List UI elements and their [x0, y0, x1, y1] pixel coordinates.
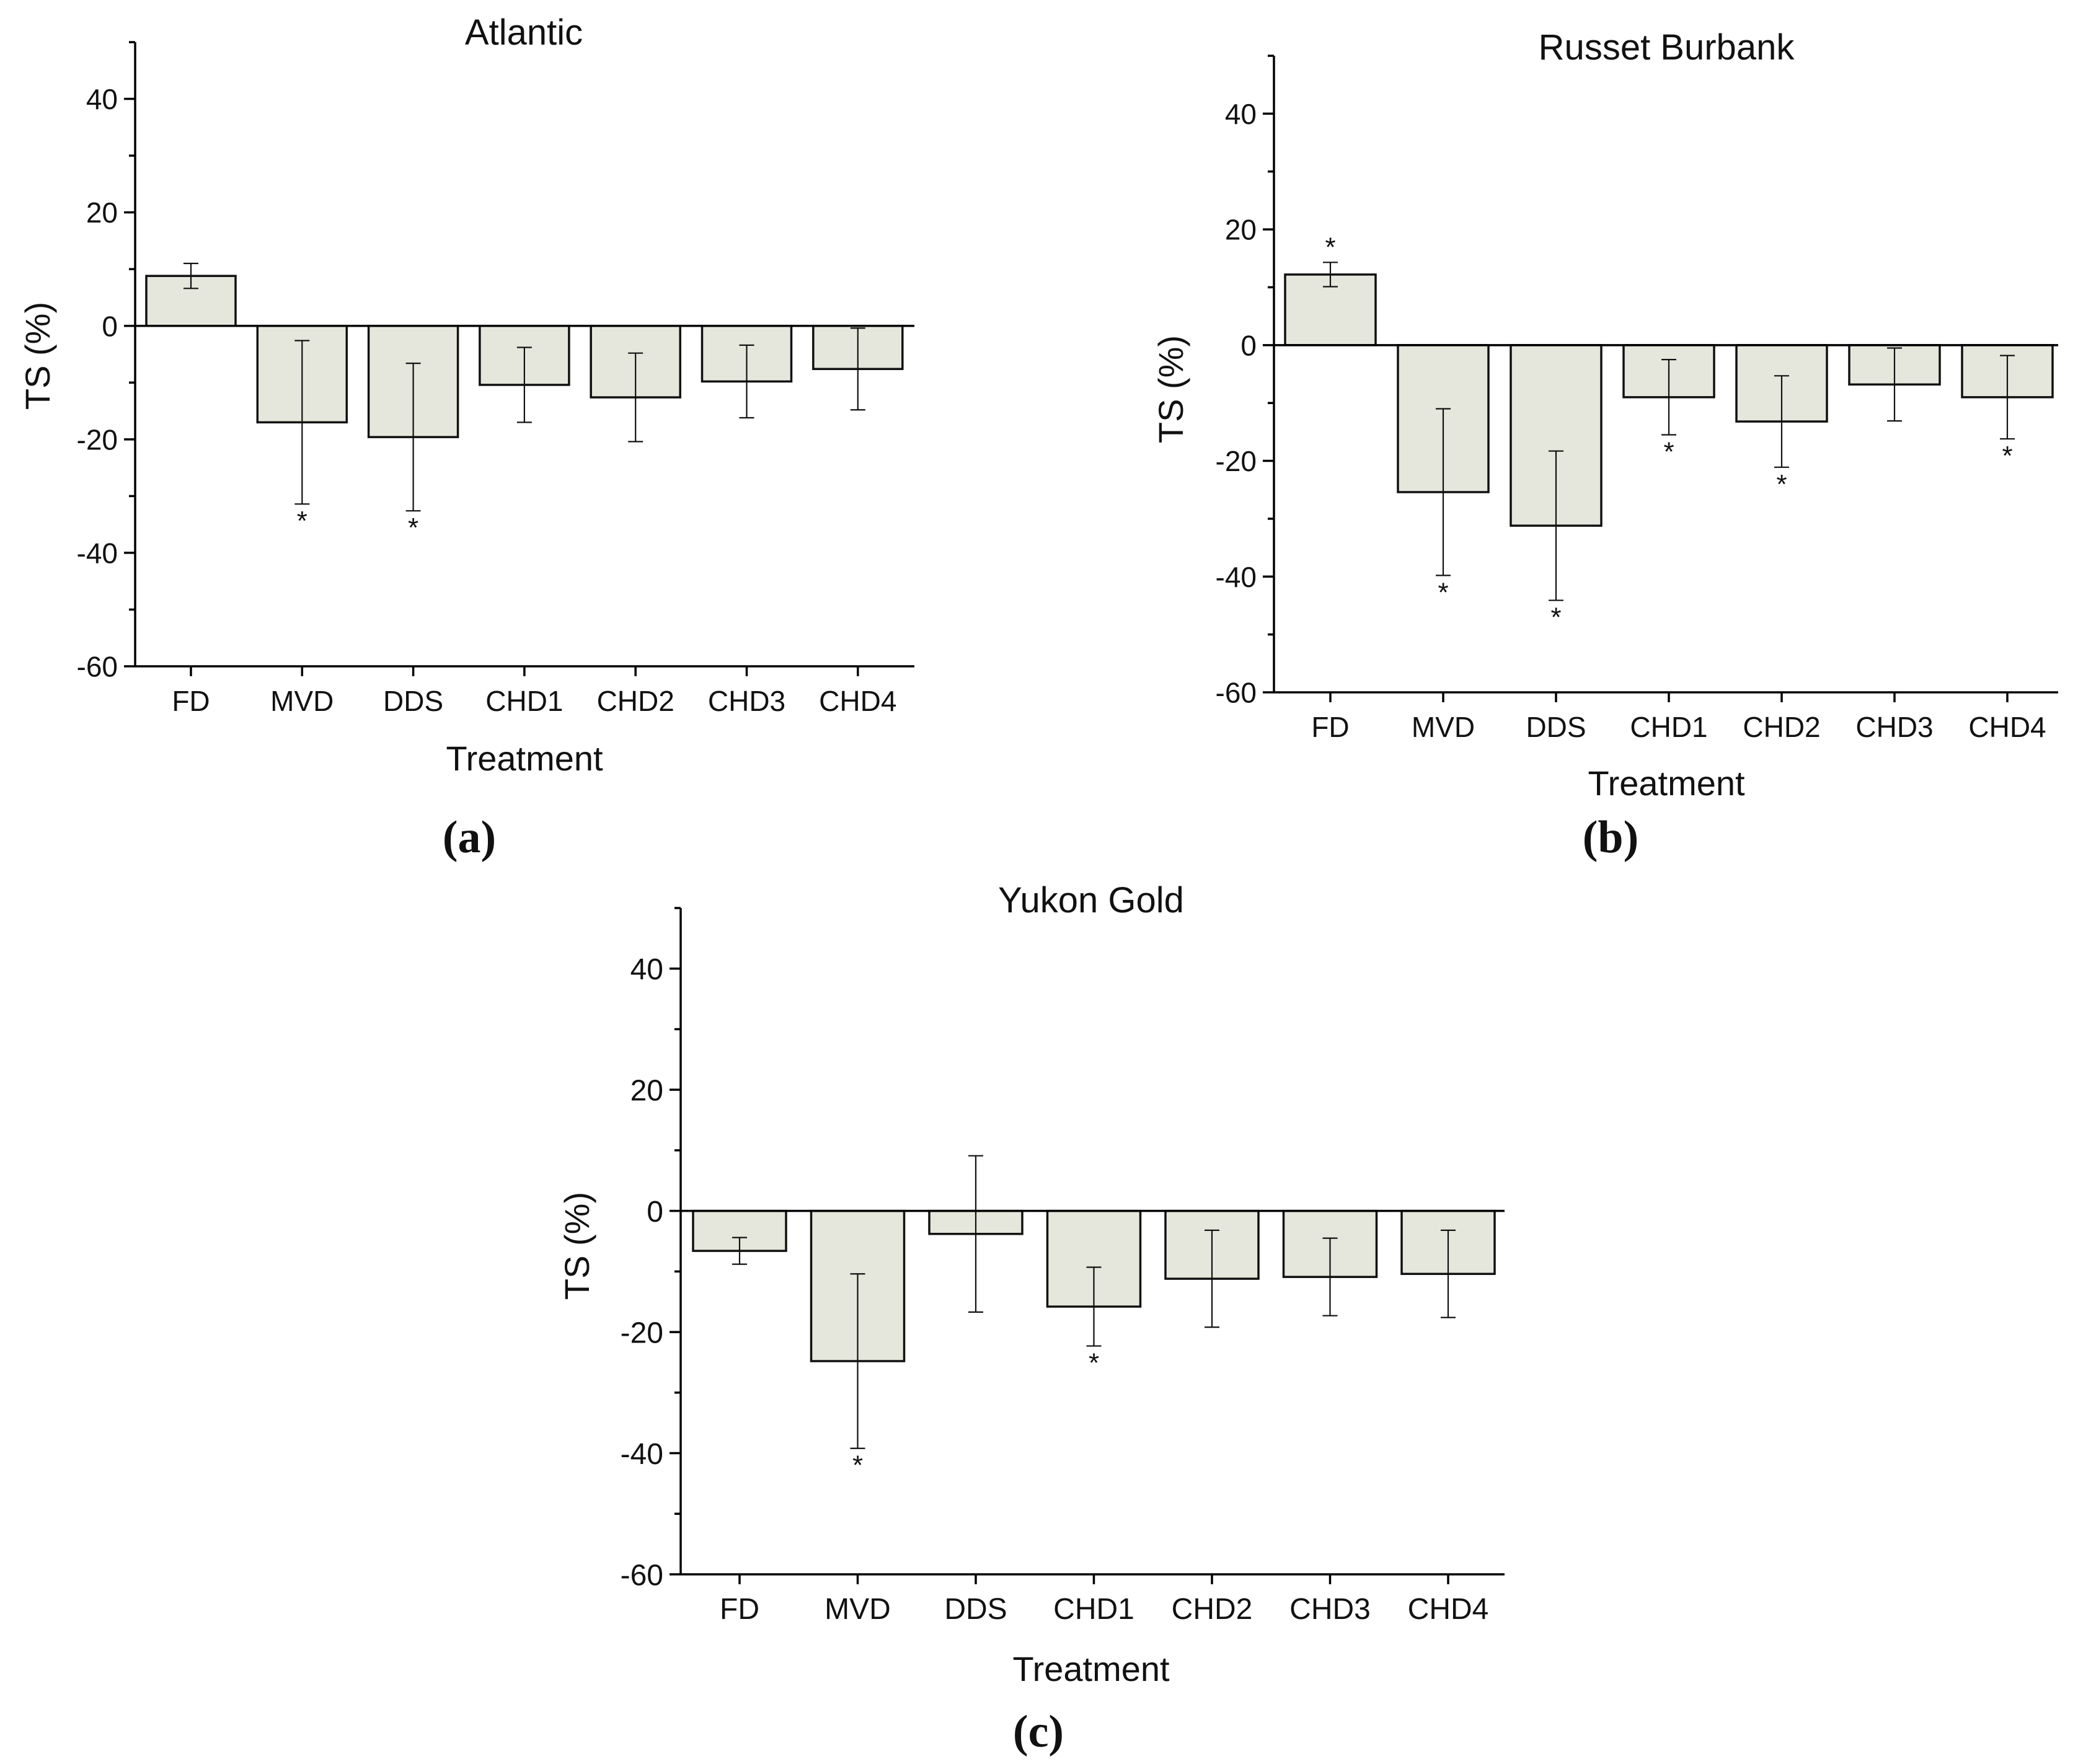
y-tick-label: 0 [102, 310, 118, 342]
significance-marker: * [408, 513, 418, 543]
y-tick-label: -20 [77, 423, 118, 456]
y-tick-label: 20 [630, 1074, 663, 1107]
x-axis-label: Treatment [1012, 1649, 1170, 1688]
x-axis-ticks: FD MVD DDS CHD1 CHD2 CHD3 CHD4 [1311, 692, 2046, 743]
x-tick-label: DDS [944, 1593, 1007, 1626]
panel-label-a: (a) [443, 812, 496, 863]
x-tick-label: CHD3 [1289, 1593, 1371, 1626]
y-tick-label: -60 [77, 651, 118, 683]
y-axis-label: TS (%) [1151, 335, 1190, 443]
x-tick-label: CHD3 [708, 685, 785, 717]
y-tick-label: -40 [77, 537, 118, 569]
y-tick-label: -20 [621, 1316, 663, 1349]
x-tick-label: MVD [1412, 711, 1475, 743]
y-tick-label: -60 [621, 1559, 663, 1592]
y-tick-label: 20 [1225, 214, 1257, 246]
x-axis-label: Treatment [446, 739, 603, 778]
significance-marker: * [1089, 1348, 1099, 1378]
x-tick-label: CHD4 [1408, 1593, 1489, 1626]
y-tick-label: 40 [630, 953, 663, 986]
x-tick-label: CHD3 [1855, 711, 1933, 743]
y-tick-label: 0 [647, 1196, 663, 1228]
y-tick-label: -60 [1216, 677, 1257, 709]
chart-title: Atlantic [465, 12, 583, 53]
x-axis-ticks: FD MVD DDS CHD1 CHD2 CHD3 CHD4 [720, 1574, 1488, 1626]
x-tick-label: MVD [270, 685, 334, 717]
chart-russet-burbank: Russet Burbank * * * * * * 40 20 0 -20 -40 -60 FD M… [1151, 27, 2058, 863]
x-tick-label: CHD2 [1743, 711, 1820, 743]
x-tick-label: FD [720, 1593, 759, 1626]
y-tick-label: 20 [86, 196, 118, 229]
significance-marker: * [852, 1450, 863, 1481]
chart-title: Yukon Gold [998, 880, 1184, 920]
x-tick-label: FD [172, 685, 210, 717]
x-tick-label: CHD1 [1630, 711, 1707, 743]
significance-marker: * [1325, 232, 1335, 262]
y-axis-ticks: 40 20 0 -20 -40 -60 [1216, 55, 1274, 709]
x-tick-label: CHD1 [1053, 1593, 1134, 1626]
y-tick-label: 0 [1240, 329, 1257, 361]
chart-title: Russet Burbank [1539, 27, 1795, 68]
x-tick-label: DDS [1526, 711, 1586, 743]
y-axis-label: TS (%) [557, 1192, 596, 1300]
x-axis-ticks: FD MVD DDS CHD1 CHD2 CHD3 CHD4 [172, 666, 896, 717]
y-axis-ticks: 40 20 0 -20 -40 -60 [621, 907, 681, 1592]
chart-marks: ** [135, 262, 914, 543]
y-tick-label: -40 [621, 1438, 663, 1471]
significance-marker: * [1438, 577, 1448, 607]
x-tick-label: CHD4 [1968, 711, 2046, 743]
y-tick-label: 40 [1225, 98, 1257, 130]
y-tick-label: -20 [1216, 445, 1257, 477]
x-tick-label: CHD4 [819, 685, 896, 717]
y-axis-label: TS (%) [18, 302, 57, 410]
x-axis-label: Treatment [1588, 764, 1745, 803]
significance-marker: * [297, 506, 307, 536]
x-tick-label: CHD1 [485, 685, 563, 717]
y-tick-label: -40 [1216, 561, 1257, 593]
panel-label-c: (c) [1013, 1706, 1064, 1757]
significance-marker: * [1663, 437, 1674, 467]
x-tick-label: DDS [383, 685, 443, 717]
y-axis-ticks: 40 20 0 -20 -40 -60 [77, 41, 135, 683]
significance-marker: * [1550, 602, 1561, 633]
x-tick-label: CHD2 [1172, 1593, 1253, 1626]
x-tick-label: CHD2 [597, 685, 674, 717]
significance-marker: * [1776, 469, 1787, 500]
chart-marks: * * * * * * [1274, 232, 2058, 633]
x-tick-label: MVD [825, 1593, 891, 1626]
chart-marks: ** [681, 1155, 1505, 1481]
y-tick-label: 40 [86, 83, 118, 115]
panel-label-b: (b) [1583, 812, 1638, 863]
significance-marker: * [2002, 441, 2012, 471]
x-tick-label: FD [1311, 711, 1349, 743]
